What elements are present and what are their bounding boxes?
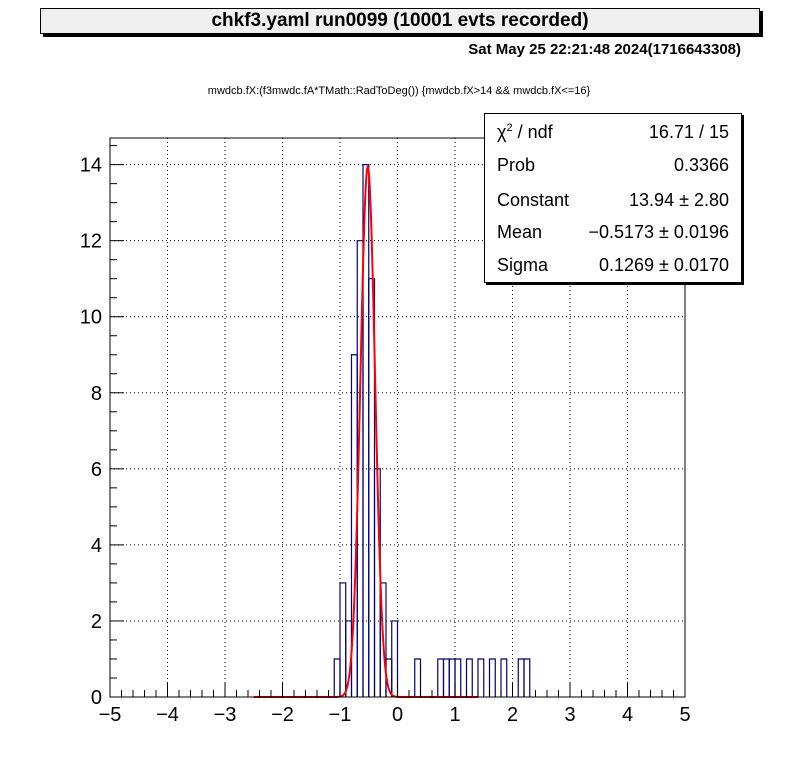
stats-box: χ2 / ndf 16.71 / 15 Prob 0.3366 Constant… bbox=[484, 113, 742, 283]
histogram-bin bbox=[523, 658, 531, 697]
datestamp: Sat May 25 22:21:48 2024(1716643308) bbox=[468, 41, 741, 58]
x-tick-label: −5 bbox=[99, 704, 122, 726]
y-tick-label: 10 bbox=[80, 307, 102, 329]
stats-key: χ2 / ndf bbox=[497, 122, 553, 142]
x-tick-label: −1 bbox=[329, 704, 352, 726]
stats-value: 13.94 ± 2.80 bbox=[629, 190, 729, 210]
histogram-title: chkf3.yaml run0099 (10001 evts recorded) bbox=[40, 8, 760, 34]
stats-row-mean: Mean −0.5173 ± 0.0196 bbox=[497, 217, 729, 247]
y-tick-label: 4 bbox=[91, 535, 102, 557]
histogram-bin bbox=[414, 658, 422, 697]
y-tick-label: 8 bbox=[91, 383, 102, 405]
x-tick-label: 5 bbox=[679, 704, 690, 726]
stats-row-sigma: Sigma 0.1269 ± 0.0170 bbox=[497, 250, 729, 280]
histogram-bin bbox=[500, 658, 508, 697]
stats-key: Prob bbox=[497, 155, 536, 175]
x-tick-label: −4 bbox=[156, 704, 179, 726]
stats-row-prob: Prob 0.3366 bbox=[497, 150, 729, 180]
stats-value: 16.71 / 15 bbox=[648, 122, 729, 142]
stats-value: 0.1269 ± 0.0170 bbox=[599, 255, 729, 275]
histogram-bin bbox=[477, 658, 485, 697]
x-tick-label: −2 bbox=[271, 704, 294, 726]
stats-key: Sigma bbox=[497, 255, 549, 275]
y-tick-label: 6 bbox=[91, 459, 102, 481]
x-tick-label: −3 bbox=[214, 704, 237, 726]
x-tick-label: 1 bbox=[449, 704, 460, 726]
stats-value: −0.5173 ± 0.0196 bbox=[588, 222, 729, 242]
stats-key: Mean bbox=[497, 222, 543, 242]
histogram-bin bbox=[488, 658, 496, 697]
histogram-bin bbox=[391, 620, 399, 697]
stats-row-chi2: χ2 / ndf 16.71 / 15 bbox=[497, 117, 729, 147]
y-tick-label: 14 bbox=[80, 155, 102, 177]
x-tick-label: 0 bbox=[392, 704, 403, 726]
x-tick-label: 4 bbox=[622, 704, 633, 726]
stats-key: Constant bbox=[497, 190, 570, 210]
y-tick-label: 2 bbox=[91, 611, 102, 633]
histogram-bin bbox=[465, 658, 473, 697]
y-tick-label: 12 bbox=[80, 231, 102, 253]
stats-row-constant: Constant 13.94 ± 2.80 bbox=[497, 185, 729, 215]
histogram-bin bbox=[454, 658, 462, 697]
x-tick-label: 2 bbox=[507, 704, 518, 726]
histogram-bin bbox=[379, 582, 387, 697]
x-tick-label: 3 bbox=[564, 704, 575, 726]
draw-expression: mwdcb.fX:(f3mwdc.fA*TMath::RadToDeg()) {… bbox=[207, 85, 591, 97]
y-tick-label: 0 bbox=[91, 687, 102, 709]
stats-value: 0.3366 bbox=[673, 155, 729, 175]
